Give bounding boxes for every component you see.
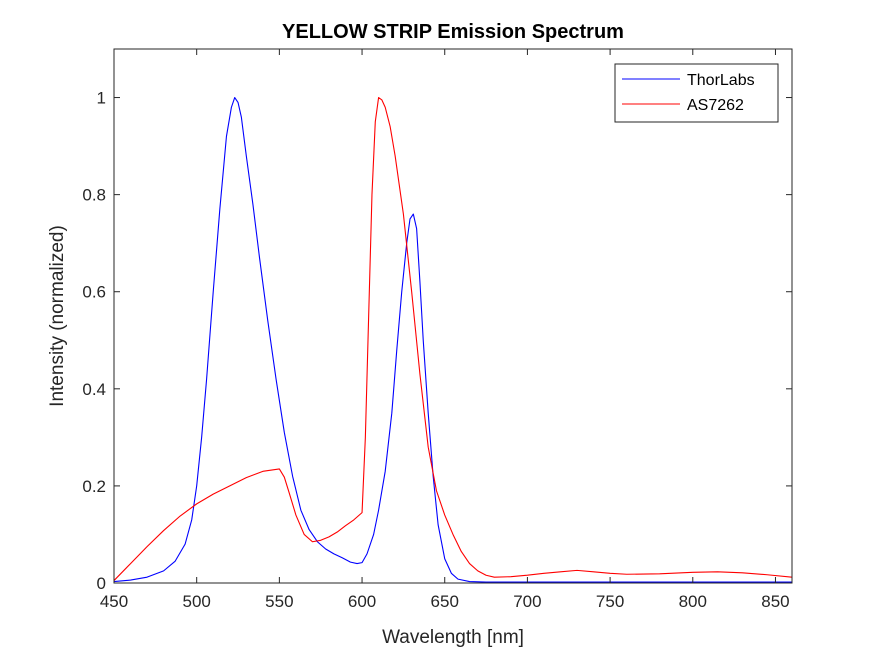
y-tick-label: 0.6	[82, 283, 106, 302]
legend-box	[614, 63, 779, 123]
chart-title: YELLOW STRIP Emission Spectrum	[282, 21, 624, 43]
axes-box	[113, 48, 793, 584]
x-tick-label: 650	[431, 592, 459, 611]
x-tick-label: 550	[265, 592, 293, 611]
series-layer	[113, 97, 793, 583]
legend-label-thorlabs: ThorLabs	[687, 72, 755, 89]
y-axis-label: Intensity (normalized)	[47, 225, 68, 407]
x-tick-label: 500	[182, 592, 210, 611]
x-axis-label: Wavelength [nm]	[382, 627, 524, 648]
x-tick-label: 700	[513, 592, 541, 611]
plot-area	[114, 49, 792, 583]
y-tick-label: 0.8	[82, 186, 106, 205]
y-tick-label: 1	[97, 89, 106, 108]
x-tick-label: 800	[679, 592, 707, 611]
x-axis-ticks: 450 500 550 600 650 700 750 800 850	[100, 49, 790, 611]
x-tick-label: 600	[348, 592, 376, 611]
series-line-thorlabs	[113, 97, 792, 583]
series-line-as7262	[113, 97, 793, 581]
y-axis-ticks: 0 0.2 0.4 0.6 0.8 1	[82, 89, 792, 593]
legend: ThorLabs AS7262	[614, 63, 779, 123]
y-tick-label: 0.2	[82, 477, 106, 496]
x-tick-label: 750	[596, 592, 624, 611]
x-tick-label: 450	[100, 592, 128, 611]
y-tick-label: 0.4	[82, 380, 106, 399]
x-tick-label: 850	[761, 592, 789, 611]
y-tick-label: 0	[97, 574, 106, 593]
legend-label-as7262: AS7262	[687, 97, 744, 114]
